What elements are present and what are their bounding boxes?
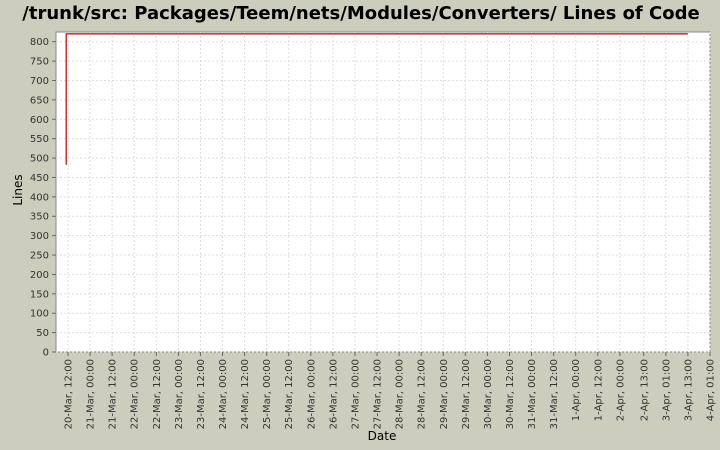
x-tick-label: 27-Mar, 00:00: [350, 359, 361, 429]
y-tick-label: 50: [36, 328, 49, 339]
y-tick-label: 350: [30, 212, 49, 223]
y-tick-label: 800: [30, 37, 49, 48]
grid: [56, 32, 711, 353]
x-tick-label: 23-Mar, 00:00: [174, 359, 185, 429]
y-tick-label: 400: [30, 192, 49, 203]
x-tick-label: 2-Apr, 13:00: [639, 359, 650, 421]
x-tick-label: 4-Apr, 01:00: [706, 359, 717, 421]
y-tick-label: 200: [30, 270, 49, 281]
x-tick-label: 27-Mar, 12:00: [373, 359, 384, 429]
x-tick-label: 31-Mar, 00:00: [527, 359, 538, 429]
x-tick-label: 1-Apr, 00:00: [571, 359, 582, 421]
x-tick-label: 2-Apr, 00:00: [615, 359, 626, 421]
y-tick-label: 500: [30, 154, 49, 165]
y-tick-label: 0: [43, 348, 49, 359]
x-tick-label: 24-Mar, 12:00: [240, 359, 251, 429]
y-axis: 0 50 100 150 200 250 300 350 400 450 500 550 600 650 7…: [30, 37, 56, 359]
x-tick-label: 3-Apr, 01:00: [661, 359, 672, 421]
x-tick-label: 30-Mar, 12:00: [505, 359, 516, 429]
x-tick-label: 21-Mar, 00:00: [86, 359, 97, 429]
plot-area: [55, 31, 711, 353]
y-tick-label: 250: [30, 251, 49, 262]
x-tick-label: 28-Mar, 12:00: [417, 359, 428, 429]
x-tick-label: 22-Mar, 12:00: [152, 359, 163, 429]
x-tick-label: 21-Mar, 12:00: [108, 359, 119, 429]
x-tick-label: 25-Mar, 00:00: [262, 359, 273, 429]
x-tick-label: 25-Mar, 12:00: [284, 359, 295, 429]
x-tick-label: 26-Mar, 12:00: [328, 359, 339, 429]
y-tick-label: 650: [30, 95, 49, 106]
y-tick-label: 550: [30, 134, 49, 145]
y-axis-label: Lines: [11, 174, 25, 205]
x-tick-label: 29-Mar, 00:00: [439, 359, 450, 429]
y-tick-label: 300: [30, 231, 49, 242]
y-tick-label: 600: [30, 115, 49, 126]
x-tick-label: 28-Mar, 00:00: [395, 359, 406, 429]
x-axis: 20-Mar, 12:00 21-Mar, 00:00 21-Mar, 12:00 2…: [64, 352, 717, 429]
x-tick-label: 26-Mar, 00:00: [306, 359, 317, 429]
x-tick-label: 31-Mar, 12:00: [549, 359, 560, 429]
x-tick-label: 22-Mar, 00:00: [130, 359, 141, 429]
series-line: [65, 33, 688, 165]
y-tick-label: 450: [30, 173, 49, 184]
chart-title: /trunk/src: Packages/Teem/nets/Modules/C…: [22, 3, 699, 24]
x-tick-label: 23-Mar, 12:00: [196, 359, 207, 429]
x-tick-label: 30-Mar, 00:00: [483, 359, 494, 429]
x-tick-label: 29-Mar, 12:00: [461, 359, 472, 429]
series-layer: [65, 33, 688, 165]
x-tick-label: 24-Mar, 00:00: [218, 359, 229, 429]
x-tick-label: 3-Apr, 13:00: [683, 359, 694, 421]
y-tick-label: 700: [30, 76, 49, 87]
x-axis-label: Date: [368, 429, 397, 443]
x-tick-label: 20-Mar, 12:00: [64, 359, 75, 429]
x-tick-label: 1-Apr, 12:00: [593, 359, 604, 421]
y-tick-label: 100: [30, 309, 49, 320]
y-tick-label: 150: [30, 289, 49, 300]
y-tick-label: 750: [30, 57, 49, 68]
